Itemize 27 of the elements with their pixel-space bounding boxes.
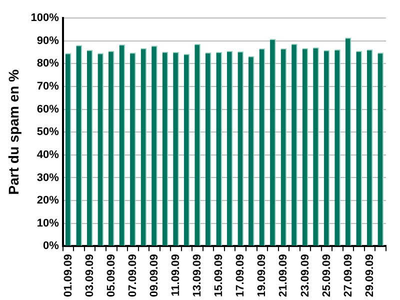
x-tick-label: 29.09.09: [364, 254, 376, 298]
y-tick-label: 50%: [36, 126, 60, 138]
x-tick-label: 19.09.09: [256, 254, 268, 298]
x-tick-label: 03.09.09: [84, 254, 96, 298]
y-tick-label: 20%: [36, 194, 60, 207]
x-tick-label: 01.09.09: [62, 254, 74, 298]
x-tick-label: 09.09.09: [148, 254, 160, 298]
y-axis-title: Part du spam en %: [5, 68, 22, 195]
x-tick-label: 05.09.09: [105, 254, 118, 298]
x-tick-label: 23.09.09: [299, 254, 312, 298]
y-tick-label: 40%: [36, 148, 60, 161]
x-tick-label: 25.09.09: [320, 254, 333, 298]
x-tick-label: 27.09.09: [342, 254, 354, 298]
y-tick-label: 90%: [36, 34, 60, 47]
x-tick-label: 15.09.09: [213, 254, 226, 298]
y-tick-label: 70%: [36, 80, 60, 92]
x-tick-label: 07.09.09: [126, 254, 139, 298]
y-tick-label: 30%: [36, 172, 60, 184]
y-tick-label: 60%: [36, 103, 60, 116]
x-tick-label: 13.09.09: [192, 254, 204, 298]
y-tick-label: 10%: [36, 217, 60, 230]
x-tick-label: 21.09.09: [278, 254, 290, 298]
x-tick-label: 11.09.09: [170, 254, 182, 296]
x-tick-label: 17.09.09: [234, 254, 247, 298]
y-tick-label: 80%: [36, 58, 60, 70]
y-tick-label: 100%: [30, 12, 60, 24]
y-tick-label: 0%: [43, 240, 60, 252]
